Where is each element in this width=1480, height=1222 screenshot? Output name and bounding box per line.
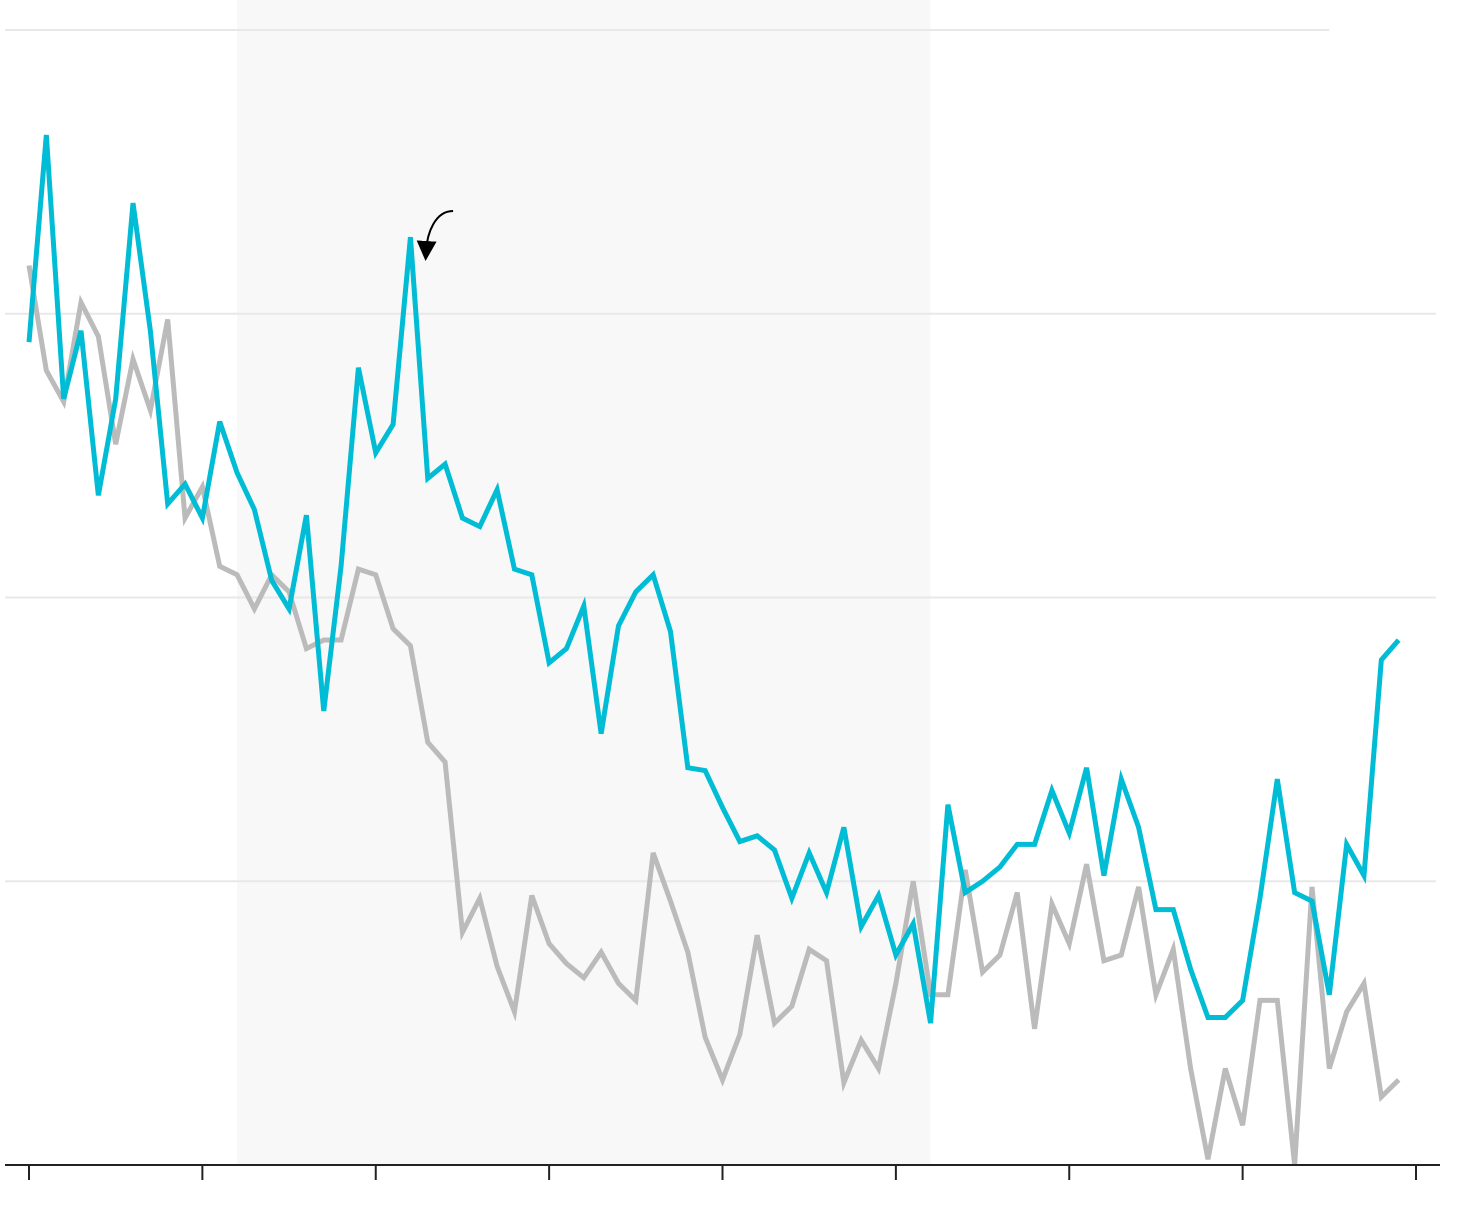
annotation-layer [416,210,454,261]
series-line-cyan [26,134,1401,1024]
series-layer [26,134,1401,1166]
series-line-gray [26,265,1401,1166]
x-axis [5,1164,1440,1180]
annotation-arrow [416,210,454,261]
gridline-layer [5,29,1436,883]
